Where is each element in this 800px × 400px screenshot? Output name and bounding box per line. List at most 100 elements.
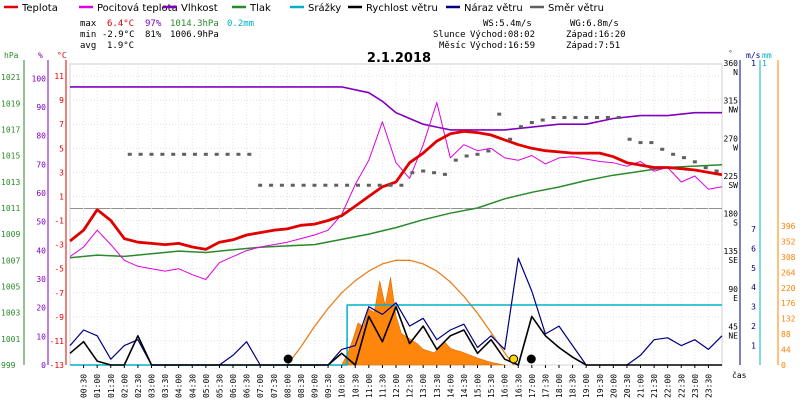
time-tick-label: 14:30 <box>460 374 469 398</box>
compass-tick-label: W <box>733 143 738 152</box>
time-tick-label: 18:00 <box>555 374 564 398</box>
wind-direction-point <box>160 152 165 156</box>
hpa-tick-label: 1019 <box>1 99 20 108</box>
wind-direction-point <box>529 121 534 125</box>
ms-tick-label: 5 <box>751 264 756 273</box>
time-tick-label: 16:30 <box>514 374 523 398</box>
time-tick-label: 08:30 <box>297 374 306 398</box>
legend-item-rychlost: Rychlost větru <box>348 2 438 14</box>
wind-direction-point <box>671 152 676 156</box>
sunrise-info: Východ:08:02 <box>470 30 535 40</box>
pct-tick-label: 60 <box>36 189 46 198</box>
wind-direction-point <box>540 118 545 122</box>
stat-max-press: 1014.3hPa <box>170 19 219 29</box>
hpa-tick-label: 1011 <box>1 204 20 213</box>
humidity-line <box>70 86 722 131</box>
temp-tick-label: -13 <box>50 361 65 370</box>
time-tick-label: 14:00 <box>446 374 455 398</box>
radiation-tick-label: 88 <box>781 330 791 339</box>
ms-top-tick-label: 1 <box>751 59 756 68</box>
wind-direction-point <box>355 183 360 187</box>
wind-direction-point <box>681 156 686 160</box>
wind-direction-point <box>247 152 252 156</box>
legend-item-vlhkost: Vlhkost <box>163 3 218 14</box>
time-tick-label: 02:30 <box>134 374 143 398</box>
time-tick-label: 04:30 <box>188 374 197 398</box>
grid <box>69 63 723 366</box>
compass-tick-label: N <box>733 68 738 77</box>
time-tick-label: 12:30 <box>406 374 415 398</box>
wind-direction-point <box>399 183 404 187</box>
pct-tick-label: 90 <box>36 103 46 112</box>
wind-direction-point <box>345 183 350 187</box>
time-tick-label: 19:00 <box>582 374 591 398</box>
wind-direction-point <box>421 169 426 173</box>
stat-avg-label: avg <box>80 41 96 51</box>
mm-top-tick-label: 1 <box>762 59 767 68</box>
wind-direction-point <box>312 183 317 187</box>
wind-direction-point <box>192 152 197 156</box>
time-tick-label: 06:00 <box>229 374 238 398</box>
pressure-line <box>69 164 723 259</box>
wind-direction-point <box>432 171 437 175</box>
time-tick-label: 02:00 <box>120 374 129 398</box>
chart-title: 2.1.2018 <box>367 51 431 66</box>
hpa-tick-label: 1003 <box>1 309 20 318</box>
radiation-tick-label: 132 <box>781 315 796 324</box>
compass-tick-label: E <box>733 294 738 303</box>
legend-label-srazky: Srážky <box>308 2 341 14</box>
time-tick-label: 22:30 <box>677 374 686 398</box>
legend-label-naraz: Náraz větru <box>464 2 523 14</box>
legend-label-tlak: Tlak <box>249 3 271 14</box>
hpa-tick-label: 1017 <box>1 125 20 134</box>
wind-direction-point <box>258 183 263 187</box>
hpa-tick-label: 1007 <box>1 256 20 265</box>
wind-direction-point <box>171 152 176 156</box>
wind-direction-point <box>323 183 328 187</box>
ms-tick-label: 7 <box>751 225 756 234</box>
marker-západ-slunce <box>509 354 519 364</box>
hpa-tick-label: 1001 <box>1 335 20 344</box>
time-tick-label: 23:00 <box>691 374 700 398</box>
moonrise-info: Východ:16:59 <box>470 41 535 51</box>
wind-direction-point <box>127 152 132 156</box>
radiation-tick-label: 0 <box>781 361 786 370</box>
temp-tick-label: -3 <box>54 241 64 250</box>
time-tick-label: 16:00 <box>501 374 510 398</box>
time-tick-label: 19:30 <box>596 374 605 398</box>
direction-tick-label: 180 <box>724 210 739 219</box>
temp-tick-label: -5 <box>54 265 64 274</box>
wind-direction-point <box>377 183 382 187</box>
wind-direction-point <box>301 183 306 187</box>
temp-tick-label: 3 <box>59 168 64 177</box>
pct-tick-label: 10 <box>36 332 46 341</box>
legend-label-teplota: Teplota <box>21 3 58 14</box>
sun-elevation-curve <box>286 259 515 366</box>
legend-item-tlak: Tlak <box>232 3 271 14</box>
wind-direction-point <box>649 141 654 145</box>
wind-direction-point <box>486 149 491 153</box>
sunset-info: Západ:16:20 <box>566 30 626 40</box>
time-tick-label: 23:30 <box>704 374 713 398</box>
legend-item-teplota: Teplota <box>4 3 58 14</box>
sun-label: Slunce <box>433 30 466 40</box>
time-tick-label: 10:00 <box>338 374 347 398</box>
time-tick-label: 11:00 <box>365 374 374 398</box>
time-tick-label: 10:30 <box>351 374 360 398</box>
wind-direction-point <box>279 183 284 187</box>
radiation-tick-label: 220 <box>781 284 796 293</box>
ms-tick-label: 3 <box>751 303 756 312</box>
hpa-tick-label: 1015 <box>1 152 20 161</box>
moon-label: Měsíc <box>439 41 466 51</box>
mm-unit-label: mm <box>762 51 772 60</box>
marker-východ-slunce <box>283 354 293 364</box>
hpa-tick-label: 1013 <box>1 178 20 187</box>
compass-tick-label: NE <box>728 331 738 340</box>
wind-direction-point <box>236 152 241 156</box>
time-tick-label: 09:00 <box>311 374 320 398</box>
pct-tick-label: 30 <box>36 275 46 284</box>
wind-direction-point <box>366 183 371 187</box>
time-tick-label: 04:00 <box>175 374 184 398</box>
time-tick-label: 09:30 <box>324 374 333 398</box>
